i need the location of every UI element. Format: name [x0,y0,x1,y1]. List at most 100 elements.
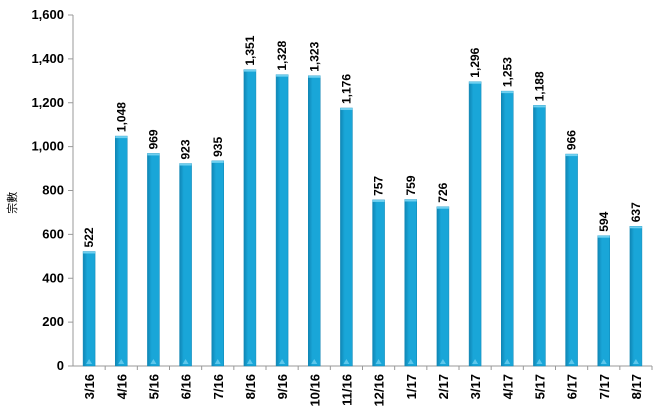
bar-base-mark [439,359,446,364]
bar-top-cap [404,199,417,202]
bar-top-cap [147,153,160,156]
y-tick-label: 1,000 [31,139,64,154]
x-tick-label: 3/16 [82,374,97,399]
bar-top-cap [308,75,321,78]
bar-top-cap [179,163,192,166]
bar-base-mark [407,359,414,364]
bar-base-mark [504,359,511,364]
data-label: 637 [629,202,643,222]
bar-top-cap [340,108,353,111]
bar-top-cap [372,199,385,202]
bar [468,81,482,367]
x-tick-label: 9/16 [275,374,290,399]
bar [82,251,96,367]
bars-group [82,69,643,367]
bar-top-cap [501,91,514,94]
bar-top-cap [83,251,96,254]
bar-top-cap [629,226,642,229]
bar-base-mark [214,359,221,364]
data-label: 1,296 [468,47,482,77]
data-label: 1,328 [275,40,289,70]
bar-base-mark [568,359,575,364]
bar-top-cap [276,74,289,77]
data-label: 1,188 [532,71,546,101]
bar-base-mark [182,359,189,364]
x-tick-label: 6/17 [565,374,580,399]
data-label: 594 [597,211,611,231]
bar-base-mark [311,359,318,364]
axes: 0 200 400 600 800 1,000 1,200 1,400 1,600 宗數 [5,7,653,373]
bar-base-mark [150,359,157,364]
data-label: 726 [436,182,450,202]
bar-base-mark [536,359,543,364]
x-tick-label: 11/16 [339,374,354,406]
bar-base-mark [375,359,382,364]
bar [211,160,224,367]
bar [340,107,353,367]
x-tick-label: 6/16 [179,374,194,399]
bar [565,153,578,367]
x-tick-label: 4/17 [500,374,515,399]
bar-top-cap [115,136,128,139]
bar [147,153,160,367]
bar [501,90,514,367]
y-tick-label: 800 [42,183,64,198]
bar-base-mark [632,359,639,364]
data-label: 935 [211,137,225,157]
bar-base-mark [343,359,350,364]
x-tick-label: 1/17 [404,374,419,399]
x-tick-label: 2/17 [436,374,451,399]
x-tick-label: 8/16 [243,374,258,399]
bar [275,74,289,367]
bar [372,199,385,367]
bar [533,105,546,367]
data-label: 1,253 [500,57,514,87]
bar-base-mark [118,359,125,364]
y-tick-label: 600 [42,226,64,241]
x-tick-label: 12/16 [372,374,387,407]
bar-top-cap [436,206,449,209]
labels-group: 522 3/16 1,048 4/16 969 5/16 923 6/16 935 7/16 1,3… [82,35,644,406]
data-label: 1,351 [243,35,257,65]
bar-top-cap [211,160,224,163]
y-tick-label: 1,600 [31,7,64,22]
x-tick-label: 10/16 [307,374,322,407]
bar [404,199,417,367]
bar-base-mark [600,359,607,364]
bar [243,69,257,367]
bar [436,206,450,367]
bar-base-mark [86,359,93,364]
bar-top-cap [597,235,610,238]
bar-top-cap [243,69,256,72]
data-label: 757 [372,176,386,196]
data-label: 969 [146,129,160,149]
data-label: 1,176 [339,74,353,104]
x-tick-label: 4/16 [114,374,129,399]
y-tick-label: 400 [42,270,64,285]
data-label: 1,323 [307,41,321,71]
bar-top-cap [533,105,546,108]
data-label: 923 [179,139,193,159]
x-tick-label: 3/17 [468,374,483,399]
bar [629,226,643,367]
bar [115,135,128,367]
bar [597,235,610,367]
bar-base-mark [279,359,286,364]
bar-base-mark [472,359,479,364]
bar-top-cap [565,154,578,157]
y-tick-label: 0 [57,358,64,373]
data-label: 1,048 [114,102,128,132]
bar-base-mark [246,359,253,364]
data-label: 522 [82,227,96,247]
y-tick-label: 1,200 [31,95,64,110]
x-tick-label: 7/16 [211,374,226,399]
x-tick-label: 8/17 [629,374,644,399]
y-tick-label: 1,400 [31,51,64,66]
data-label: 759 [404,175,418,195]
y-axis-title: 宗數 [5,192,19,214]
bar [308,75,321,367]
y-tick-label: 200 [42,314,64,329]
bar-top-cap [469,81,482,84]
